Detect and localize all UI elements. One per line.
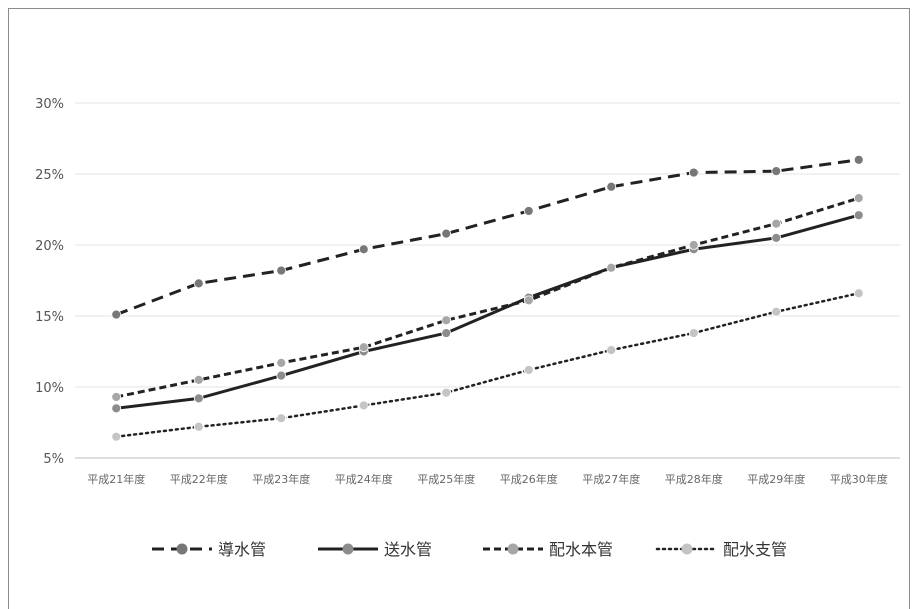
- legend-label: 導水管: [218, 540, 266, 559]
- data-point: [276, 370, 287, 381]
- data-point: [276, 357, 287, 368]
- data-point: [606, 262, 617, 273]
- data-point: [688, 240, 699, 250]
- legend-marker-2: [342, 543, 354, 555]
- data-point: [193, 421, 204, 432]
- data-point: [853, 154, 864, 165]
- series-line-1: [115, 158, 859, 316]
- data-point: [523, 365, 534, 375]
- series-line-3: [115, 196, 860, 399]
- y-tick-label: 25%: [35, 168, 64, 183]
- data-point: [111, 309, 122, 320]
- data-point: [771, 166, 782, 177]
- y-tick-label: 10%: [35, 381, 64, 396]
- chart-frame: [8, 8, 910, 609]
- legend-label: 配水本管: [549, 540, 613, 559]
- data-point: [688, 167, 699, 178]
- x-tick-label: 平成29年度: [747, 472, 805, 486]
- data-point: [193, 393, 204, 404]
- data-point: [523, 295, 534, 306]
- data-point: [523, 206, 534, 216]
- legend-label: 配水支管: [723, 540, 787, 559]
- data-point: [193, 278, 204, 289]
- legend-marker-1: [176, 543, 188, 555]
- data-point: [276, 413, 287, 424]
- data-point: [441, 328, 452, 338]
- data-point: [771, 306, 782, 317]
- data-point: [193, 374, 204, 385]
- data-point: [688, 328, 699, 338]
- data-point: [771, 232, 782, 243]
- x-tick-label: 平成27年度: [582, 472, 640, 486]
- legend-marker-3: [507, 543, 519, 555]
- y-tick-label: 30%: [35, 97, 64, 112]
- x-tick-label: 平成21年度: [87, 472, 145, 486]
- data-point: [606, 181, 617, 192]
- x-tick-label: 平成30年度: [830, 472, 888, 486]
- y-tick-label: 5%: [43, 452, 64, 467]
- data-point: [853, 288, 864, 299]
- data-point: [111, 403, 122, 414]
- data-point: [606, 345, 617, 355]
- data-point: [358, 400, 369, 411]
- x-tick-label: 平成24年度: [335, 472, 393, 486]
- x-tick-label: 平成22年度: [170, 472, 228, 486]
- data-point: [111, 431, 122, 442]
- data-point: [441, 228, 452, 239]
- data-point: [441, 387, 452, 398]
- data-point: [358, 342, 369, 353]
- data-point: [853, 210, 864, 221]
- data-point: [771, 218, 782, 229]
- data-point: [111, 392, 122, 402]
- legend-marker-4: [681, 543, 693, 555]
- legend-label: 送水管: [384, 540, 432, 559]
- x-tick-label: 平成25年度: [417, 472, 475, 486]
- x-tick-label: 平成26年度: [500, 472, 558, 486]
- data-point: [853, 193, 864, 204]
- x-tick-label: 平成28年度: [665, 472, 723, 486]
- data-point: [358, 244, 369, 255]
- x-tick-label: 平成23年度: [252, 472, 310, 486]
- series-line-4: [115, 292, 860, 438]
- data-point: [441, 315, 452, 326]
- data-point: [276, 265, 287, 276]
- y-tick-label: 15%: [35, 310, 64, 325]
- y-tick-label: 20%: [35, 239, 64, 254]
- series-line-2: [116, 213, 860, 410]
